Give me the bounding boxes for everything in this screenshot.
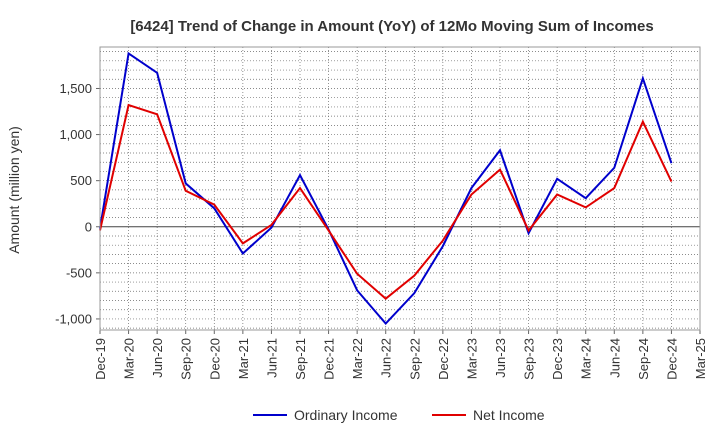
x-tick-label: Sep-23 bbox=[522, 338, 537, 380]
x-tick-label: Jun-21 bbox=[264, 338, 279, 378]
y-axis-label: Amount (million yen) bbox=[6, 126, 22, 254]
chart-title: [6424] Trend of Change in Amount (YoY) o… bbox=[130, 18, 653, 35]
grid bbox=[99, 47, 701, 330]
x-tick-label: Jun-22 bbox=[379, 338, 394, 378]
x-tick-label: Mar-22 bbox=[350, 338, 365, 379]
series-lines bbox=[99, 51, 673, 326]
x-tick-label: Jun-23 bbox=[493, 338, 508, 378]
legend: Ordinary Income Net Income bbox=[253, 407, 545, 423]
y-tick-label: 500 bbox=[70, 173, 92, 188]
x-tick-label: Sep-24 bbox=[636, 338, 651, 380]
x-axis-ticks: Dec-19 Mar-20 Jun-20 Sep-20 Dec-20 Mar-21 Jun-… bbox=[93, 330, 708, 380]
x-tick-label: Dec-19 bbox=[93, 338, 108, 380]
x-tick-label: Sep-21 bbox=[293, 338, 308, 380]
x-tick-label: Sep-22 bbox=[407, 338, 422, 380]
x-tick-label: Sep-20 bbox=[179, 338, 194, 380]
x-tick-label: Mar-25 bbox=[693, 338, 708, 379]
x-tick-label: Jun-20 bbox=[150, 338, 165, 378]
x-tick-label: Dec-20 bbox=[207, 338, 222, 380]
series-line-ordinary-income bbox=[99, 51, 673, 326]
series-line-net-income bbox=[99, 103, 673, 300]
x-tick-label: Dec-22 bbox=[436, 338, 451, 380]
y-axis-ticks: -1,000 -500 0 500 1,000 1,500 bbox=[55, 81, 100, 326]
x-tick-label: Dec-21 bbox=[322, 338, 337, 380]
y-tick-label: 1,500 bbox=[59, 81, 92, 96]
x-tick-label: Mar-23 bbox=[464, 338, 479, 379]
y-tick-label: -1,000 bbox=[55, 311, 92, 326]
y-tick-label: 0 bbox=[85, 219, 92, 234]
x-tick-label: Dec-23 bbox=[550, 338, 565, 380]
y-tick-label: -500 bbox=[66, 265, 92, 280]
plot-frame bbox=[99, 46, 701, 331]
x-tick-label: Jun-24 bbox=[607, 338, 622, 378]
x-tick-label: Dec-24 bbox=[664, 338, 679, 380]
legend-label: Net Income bbox=[473, 407, 545, 423]
x-tick-label: Mar-20 bbox=[122, 338, 137, 379]
x-tick-label: Mar-24 bbox=[579, 338, 594, 379]
legend-label: Ordinary Income bbox=[294, 407, 398, 423]
x-tick-label: Mar-21 bbox=[236, 338, 251, 379]
y-tick-label: 1,000 bbox=[59, 127, 92, 142]
